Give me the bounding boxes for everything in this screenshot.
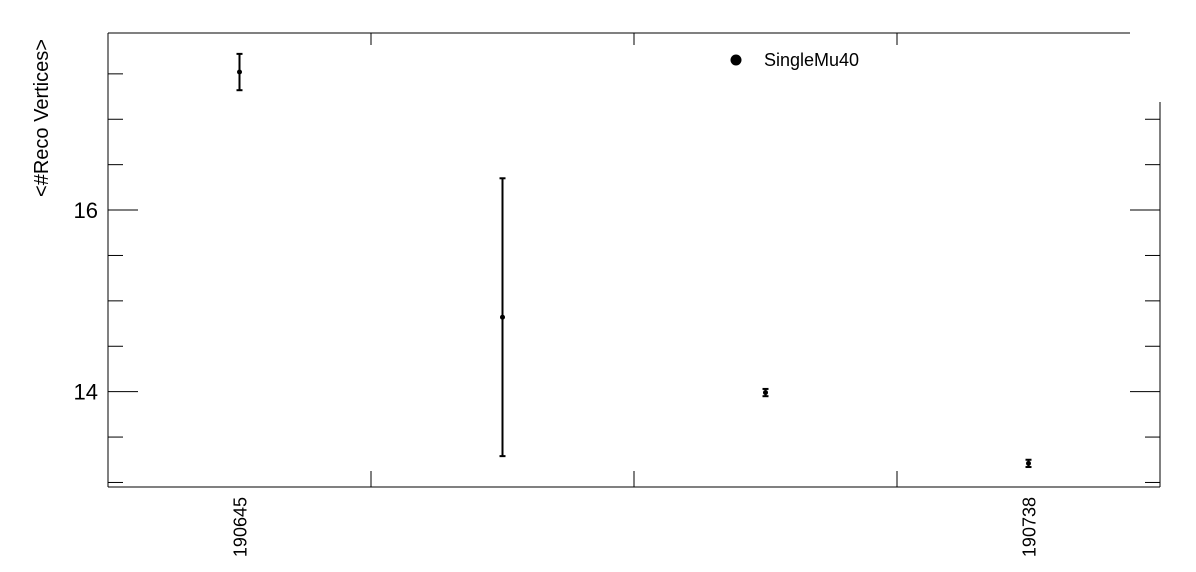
data-point [237,69,242,75]
data-point [500,314,505,320]
y-axis-label: <#Reco Vertices> [31,39,53,197]
x-tick-label: 190645 [231,497,251,557]
legend-label: SingleMu40 [764,50,859,70]
data-point [1026,460,1031,466]
legend: SingleMu40 [730,50,859,70]
data-points [236,52,1032,469]
data-point [763,390,768,396]
axes [107,32,1161,488]
y-tick-label: 16 [74,198,98,223]
x-tick-label: 190738 [1020,497,1040,557]
legend-marker [730,54,742,66]
ticks: 14 16 190645 190738 [74,33,1160,557]
y-tick-label: 14 [74,380,98,405]
